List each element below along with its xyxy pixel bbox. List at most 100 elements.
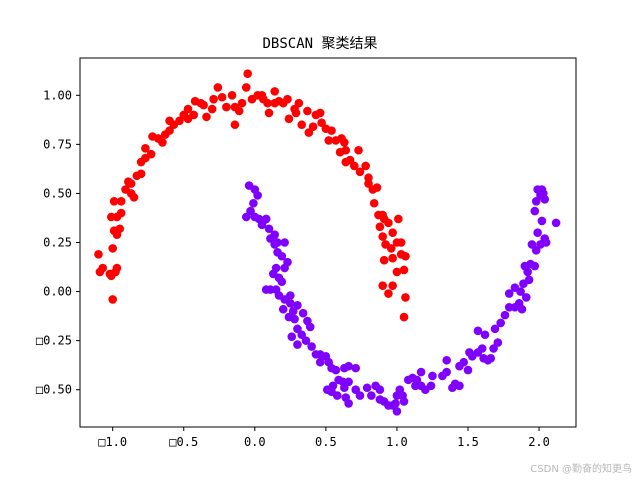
cluster-1-point [416,367,426,377]
cluster-0-point [207,104,217,114]
cluster-0-point [378,232,388,241]
cluster-1-point [286,299,295,308]
cluster-1-point [455,381,464,391]
cluster-1-point [540,195,550,204]
cluster-0-point [136,169,146,179]
cluster-1-point [332,391,342,400]
cluster-0-point [349,161,359,171]
x-tick-label: 1.0 [386,435,408,449]
cluster-1-point [537,216,547,226]
cluster-0-point [401,293,410,302]
cluster-1-point [442,355,451,365]
cluster-0-point [401,251,410,261]
cluster-1-point [459,357,469,367]
cluster-0-point [361,161,370,171]
cluster-1-point [480,330,490,340]
y-tick-label: 0.25 [43,236,72,250]
cluster-1-point [477,344,487,353]
cluster-0-point [315,108,325,118]
y-tick-label: □0.50 [36,383,72,397]
cluster-0-point [199,100,208,110]
cluster-0-point [308,122,318,131]
cluster-0-point [108,244,117,253]
cluster-1-point [463,365,473,375]
cluster-0-point [183,104,193,114]
cluster-1-point [517,304,527,314]
cluster-1-point [315,357,325,367]
cluster-1-point [344,361,353,371]
cluster-1-point [486,354,496,363]
cluster-0-point [369,198,379,208]
cluster-0-point [388,253,397,263]
cluster-1-point [298,308,308,318]
cluster-1-point [504,289,514,298]
cluster-0-point [394,214,403,224]
cluster-1-point [530,206,540,216]
x-tick-label: 0.0 [244,435,266,449]
cluster-0-point [112,263,122,273]
cluster-0-point [341,145,351,155]
cluster-1-point [280,263,289,273]
cluster-1-point [530,261,540,271]
cluster-1-point [293,301,302,310]
cluster-0-point [378,281,388,290]
cluster-1-point [540,234,550,243]
x-tick-label: □0.5 [169,435,198,449]
cluster-0-point [364,173,373,183]
cluster-0-point [213,83,223,92]
cluster-1-points [241,181,561,416]
cluster-1-point [533,228,542,237]
cluster-0-point [264,108,274,118]
cluster-1-point [426,381,436,391]
cluster-0-point [241,83,251,92]
cluster-0-point [392,267,402,277]
cluster-1-point [290,314,299,324]
cluster-0-point [126,179,136,188]
cluster-0-point [283,94,292,104]
x-axis: □1.0 □0.5 0.0 0.5 1.0 1.5 2.0 [98,427,550,449]
x-tick-label: 1.5 [457,435,479,449]
cluster-1-point [277,277,287,287]
cluster-0-point [384,218,393,228]
cluster-1-point [307,342,316,351]
cluster-0-point [270,87,280,96]
cluster-0-point [230,120,240,130]
cluster-1-point [277,251,287,261]
cluster-1-point [257,220,267,230]
cluster-1-point [293,340,302,349]
cluster-0-point [116,196,126,206]
cluster-0-point [284,114,294,124]
cluster-0-point [98,263,108,273]
cluster-1-point [362,383,372,393]
cluster-1-point [527,240,537,249]
cluster-1-point [340,383,349,393]
cluster-0-point [399,265,409,275]
cluster-1-point [473,326,483,336]
y-tick-label: 1.00 [43,88,72,102]
cluster-0-point [396,238,406,247]
cluster-0-point [294,98,304,108]
cluster-1-point [399,397,409,406]
cluster-1-point [493,338,503,347]
cluster-1-point [278,304,288,314]
cluster-1-point [392,407,402,416]
cluster-1-point [253,191,262,200]
cluster-0-points [94,69,410,322]
cluster-1-point [351,363,361,373]
cluster-0-point [386,244,396,253]
cluster-0-point [379,255,389,265]
cluster-0-point [375,222,385,232]
cluster-1-point [391,399,400,408]
y-tick-label: 0.75 [43,137,72,151]
cluster-0-point [115,224,125,234]
cluster-1-point [500,310,510,320]
cluster-0-point [297,120,307,130]
cluster-1-point [280,238,289,247]
cluster-0-point [372,183,382,192]
cluster-1-point [241,212,251,222]
cluster-0-point [202,112,211,122]
cluster-1-point [344,399,353,408]
cluster-1-point [521,293,531,302]
